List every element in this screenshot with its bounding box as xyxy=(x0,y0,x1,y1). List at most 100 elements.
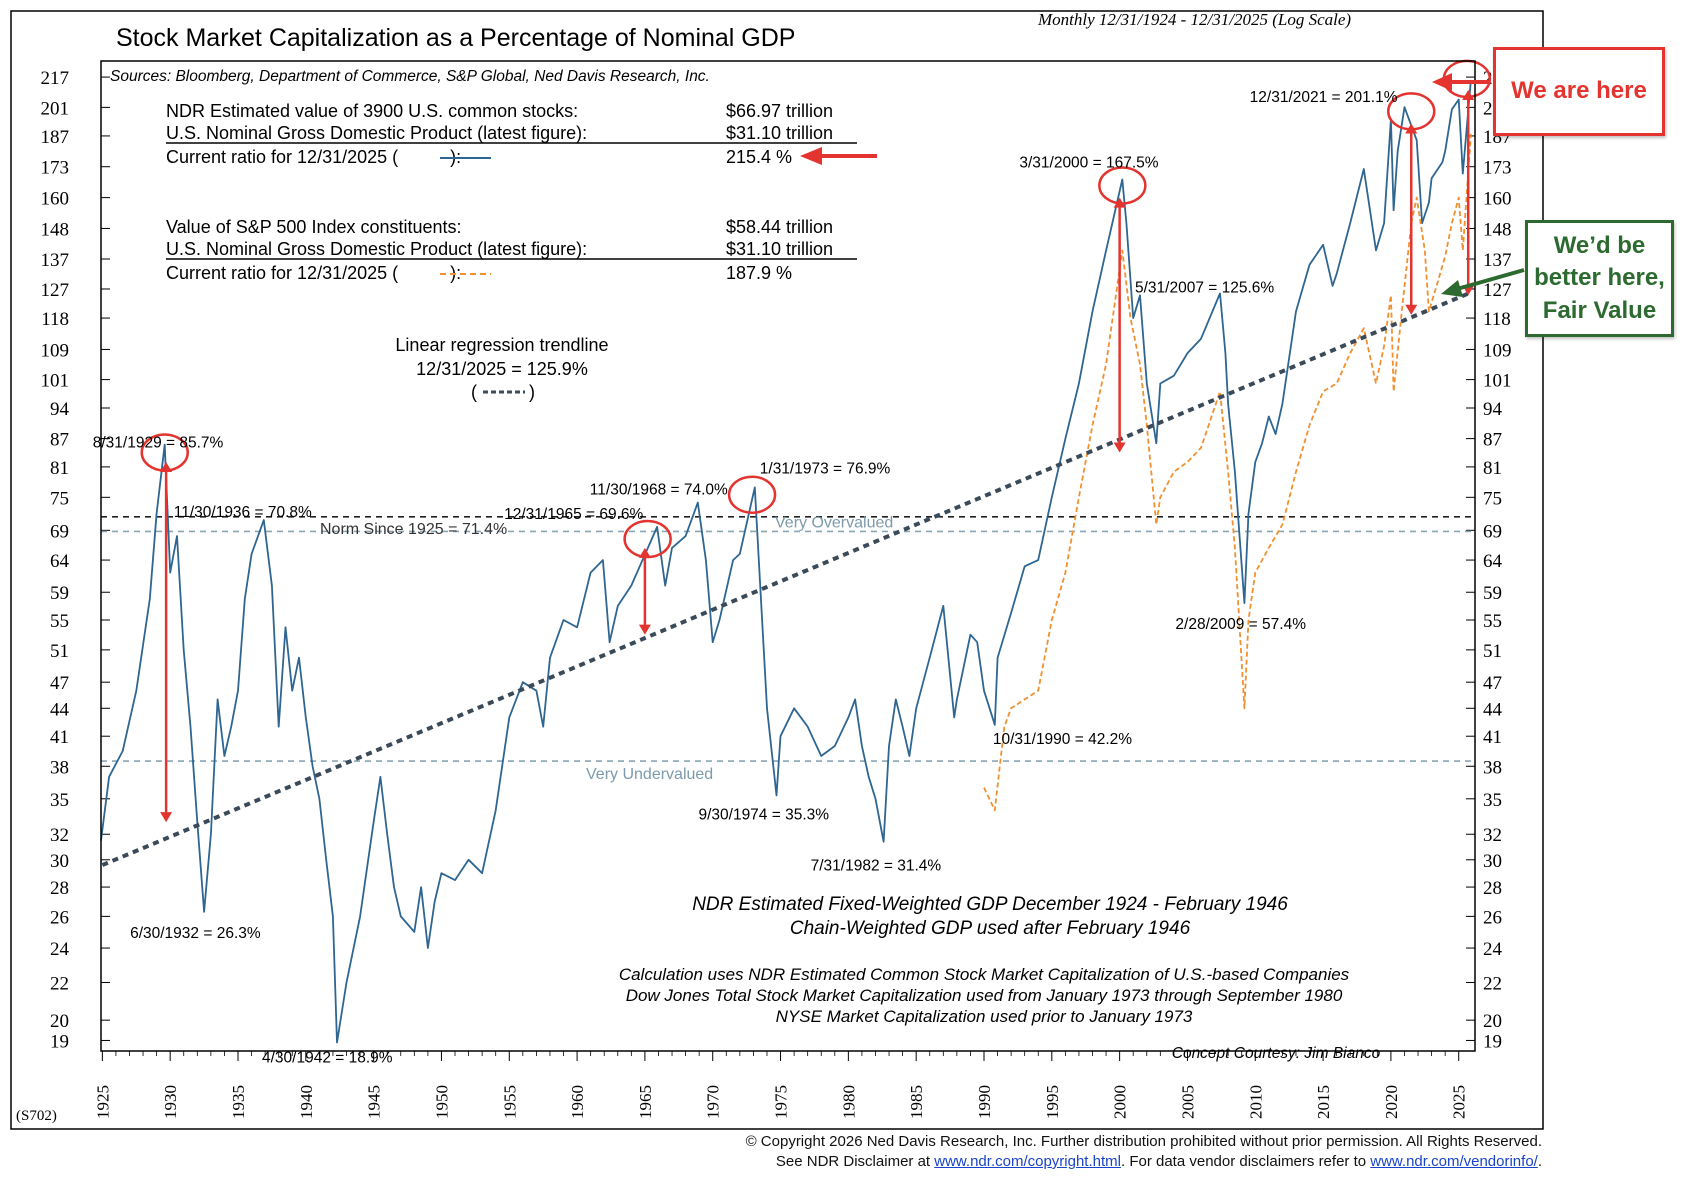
notes-block: NDR Estimated Fixed-Weighted GDP Decembe… xyxy=(619,894,1381,1062)
y-tick-label-right: 87 xyxy=(1483,430,1502,451)
norm-label: Norm Since 1925 = 71.4% xyxy=(320,521,507,538)
highlight-circle xyxy=(623,519,672,559)
peak-annotation: 7/31/1982 = 31.4% xyxy=(811,858,942,875)
y-tick-label-right: 35 xyxy=(1483,790,1502,811)
y-tick-label-right: 127 xyxy=(1483,280,1512,301)
peak-annotation: 5/31/2007 = 125.6% xyxy=(1135,279,1274,296)
footer-text-b: . For data vendor disclaimers refer to xyxy=(1120,1153,1371,1170)
x-tick-label: 1975 xyxy=(772,1085,791,1119)
note-1: Chain-Weighted GDP used after February 1… xyxy=(790,918,1191,939)
y-tick-label-left: 32 xyxy=(50,825,69,846)
highlight-circle xyxy=(727,475,777,514)
info-block-1: NDR Estimated value of 3900 U.S. common … xyxy=(166,101,877,167)
plot-frame xyxy=(100,60,1476,1052)
y-tick-label-right: 32 xyxy=(1483,825,1502,846)
gap-arrow-head-down xyxy=(160,812,173,823)
highlight-layer xyxy=(140,59,1492,823)
x-tick-label: 2010 xyxy=(1246,1085,1265,1119)
footer-text-c: . xyxy=(1537,1153,1542,1170)
x-tick-label: 2025 xyxy=(1450,1085,1469,1119)
y-tick-label-left: 51 xyxy=(50,641,69,662)
y-tick-label-right: 118 xyxy=(1483,309,1511,330)
total-market-series xyxy=(100,79,1472,1044)
gap-arrow-head-up xyxy=(638,547,651,558)
y-tick-label-right: 28 xyxy=(1483,878,1502,899)
y-tick-label-left: 59 xyxy=(50,583,69,604)
y-tick-label-right: 173 xyxy=(1483,158,1512,179)
note-2: Calculation uses NDR Estimated Common St… xyxy=(619,965,1350,984)
y-tick-label-left: 35 xyxy=(50,790,69,811)
info2-label-2: Current ratio for 12/31/2025 (): xyxy=(166,263,461,283)
trend-label-line2: 12/31/2025 = 125.9% xyxy=(416,359,588,379)
y-tick-label-left: 38 xyxy=(50,757,69,778)
y-tick-label-left: 201 xyxy=(41,98,70,119)
fair-value-arrow xyxy=(1456,268,1525,291)
y-tick-label-left: 69 xyxy=(50,521,69,542)
x-tick-label: 1985 xyxy=(907,1085,926,1119)
y-tick-label-left: 160 xyxy=(41,189,70,210)
overvalued-label: Very Overvalued xyxy=(775,514,893,531)
gap-arrow-head-up xyxy=(1405,123,1418,134)
y-tick-label-right: 41 xyxy=(1483,727,1502,748)
y-tick-label-right: 44 xyxy=(1483,699,1503,720)
peak-annotation: 11/30/1968 = 74.0% xyxy=(590,482,728,499)
note-3: Dow Jones Total Stock Market Capitalizat… xyxy=(626,986,1343,1005)
peak-annotation: 4/30/1942 = 18.9% xyxy=(262,1050,393,1067)
info1-value-2: 215.4 % xyxy=(726,147,792,167)
x-tick-label: 1930 xyxy=(161,1085,180,1119)
x-tick-label: 1925 xyxy=(93,1085,112,1119)
y-tick-label-left: 87 xyxy=(50,430,69,451)
info-block-2: Value of S&P 500 Index constituents: $58… xyxy=(166,217,857,283)
reference-lines: Norm Since 1925 = 71.4% Very Overvalued Ve… xyxy=(101,514,1475,783)
note-5: Concept Courtesy: Jim Bianco xyxy=(1172,1045,1381,1062)
y-tick-label-right: 94 xyxy=(1483,399,1503,420)
y-tick-label-right: 101 xyxy=(1483,371,1512,392)
sp500-series xyxy=(983,133,1472,812)
y-tick-label-left: 101 xyxy=(41,371,70,392)
info1-value-0: $66.97 trillion xyxy=(726,101,833,121)
sources-note: Sources: Bloomberg, Department of Commer… xyxy=(110,68,710,85)
fair-value-arrow-head xyxy=(1441,280,1463,297)
y-tick-label-right: 109 xyxy=(1483,340,1512,361)
trend-label: Linear regression trendline 12/31/2025 =… xyxy=(395,335,608,402)
y-tick-label-right: 59 xyxy=(1483,583,1502,604)
y-tick-label-right: 22 xyxy=(1483,973,1502,994)
y-tick-label-left: 55 xyxy=(50,611,69,632)
y-tick-label-left: 64 xyxy=(50,551,70,572)
x-tick-label: 2000 xyxy=(1111,1085,1130,1119)
y-tick-label-left: 30 xyxy=(50,851,69,872)
y-tick-label-right: 148 xyxy=(1483,219,1512,240)
peak-annotation: 12/31/2021 = 201.1% xyxy=(1250,89,1398,106)
y-tick-label-left: 26 xyxy=(50,907,69,928)
y-tick-label-left: 127 xyxy=(41,280,70,301)
y-tick-label-right: 20 xyxy=(1483,1011,1502,1032)
x-tick-label: 1955 xyxy=(500,1085,519,1119)
gap-arrow-head-down xyxy=(1113,442,1126,453)
y-tick-label-left: 19 xyxy=(50,1031,69,1052)
vendorinfo-link[interactable]: www.ndr.com/vendorinfo/ xyxy=(1370,1153,1538,1170)
series-layer xyxy=(100,79,1472,1044)
x-tick-label: 1965 xyxy=(636,1085,655,1119)
x-tick-label: 1940 xyxy=(297,1085,316,1119)
x-tick-label: 2015 xyxy=(1314,1085,1333,1119)
x-tick-label: 1935 xyxy=(229,1085,248,1119)
y-tick-label-right: 38 xyxy=(1483,757,1502,778)
footer-disclaimer: See NDR Disclaimer at www.ndr.com/copyri… xyxy=(776,1153,1542,1170)
y-tick-label-right: 55 xyxy=(1483,611,1502,632)
y-tick-label-left: 94 xyxy=(50,399,70,420)
copyright-link[interactable]: www.ndr.com/copyright.html xyxy=(934,1153,1121,1170)
y-tick-label-right: 26 xyxy=(1483,907,1502,928)
y-tick-label-left: 148 xyxy=(41,219,70,240)
y-tick-label-left: 22 xyxy=(50,973,69,994)
footer-copyright: © Copyright 2026 Ned Davis Research, Inc… xyxy=(745,1133,1542,1150)
y-tick-label-right: 137 xyxy=(1483,250,1512,271)
current-ratio-arrow-head xyxy=(800,147,822,165)
trend-layer xyxy=(101,290,1472,867)
gap-arrow-head-down xyxy=(1405,304,1418,315)
trend-label-close: ) xyxy=(529,382,535,402)
x-tick-label: 2020 xyxy=(1382,1085,1401,1119)
peak-annotation: 3/31/2000 = 167.5% xyxy=(1019,154,1158,171)
x-tick-label: 1995 xyxy=(1043,1085,1062,1119)
gap-arrow-head-up xyxy=(160,462,173,473)
